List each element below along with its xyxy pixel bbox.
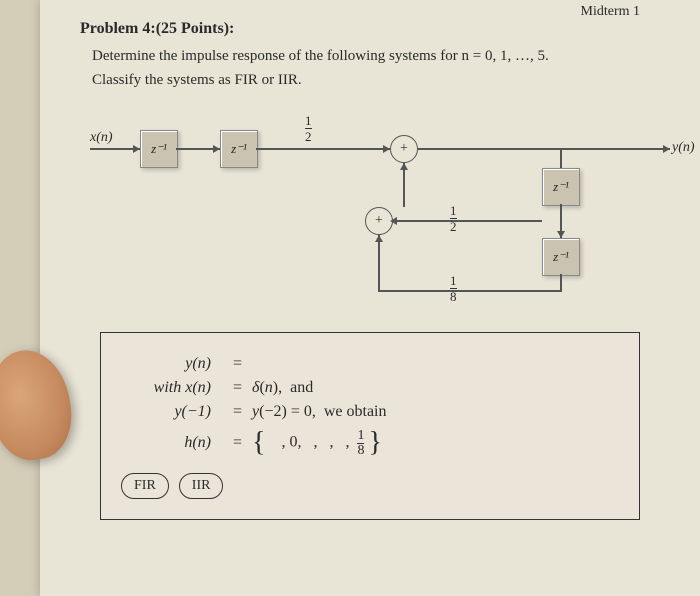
eq-ym1: y(−1) = y(−2) = 0, we obtain [121,403,619,421]
problem-line-2: Classify the systems as FIR or IIR. [92,68,660,92]
coef-half: 12 [305,114,312,143]
delay-box-fb2: z⁻¹ [542,238,580,276]
output-label: y(n) [672,140,695,156]
summer-1: + [390,135,418,163]
input-label: x(n) [90,130,113,146]
eq-hn: h(n) = { , 0, , , , 18 } [121,427,619,459]
fir-chip[interactable]: FIR [121,473,169,499]
coef-half-fb: 12 [450,204,457,233]
chips: FIR IIR [121,473,619,499]
delay-box-1: z⁻¹ [140,130,178,168]
eq-yn: y(n) = [121,355,619,373]
page: Midterm 1 Problem 4:(25 Points): Determi… [40,0,700,596]
header-midterm: Midterm 1 [581,4,641,20]
delay-box-2: z⁻¹ [220,130,258,168]
summer-2: + [365,207,393,235]
block-diagram: x(n) z⁻¹ z⁻¹ 12 + y(n) z⁻¹ [90,122,650,312]
iir-chip[interactable]: IIR [179,473,224,499]
content: Problem 4:(25 Points): Determine the imp… [40,0,700,520]
coef-eighth: 18 [450,274,457,303]
problem-title: Problem 4:(25 Points): [80,20,660,38]
eq-with: with x(n) = δ(n), and [121,379,619,397]
answer-box: y(n) = with x(n) = δ(n), and y(−1) = y(−… [100,332,640,520]
problem-line-1: Determine the impulse response of the fo… [92,44,660,68]
delay-box-fb1: z⁻¹ [542,168,580,206]
